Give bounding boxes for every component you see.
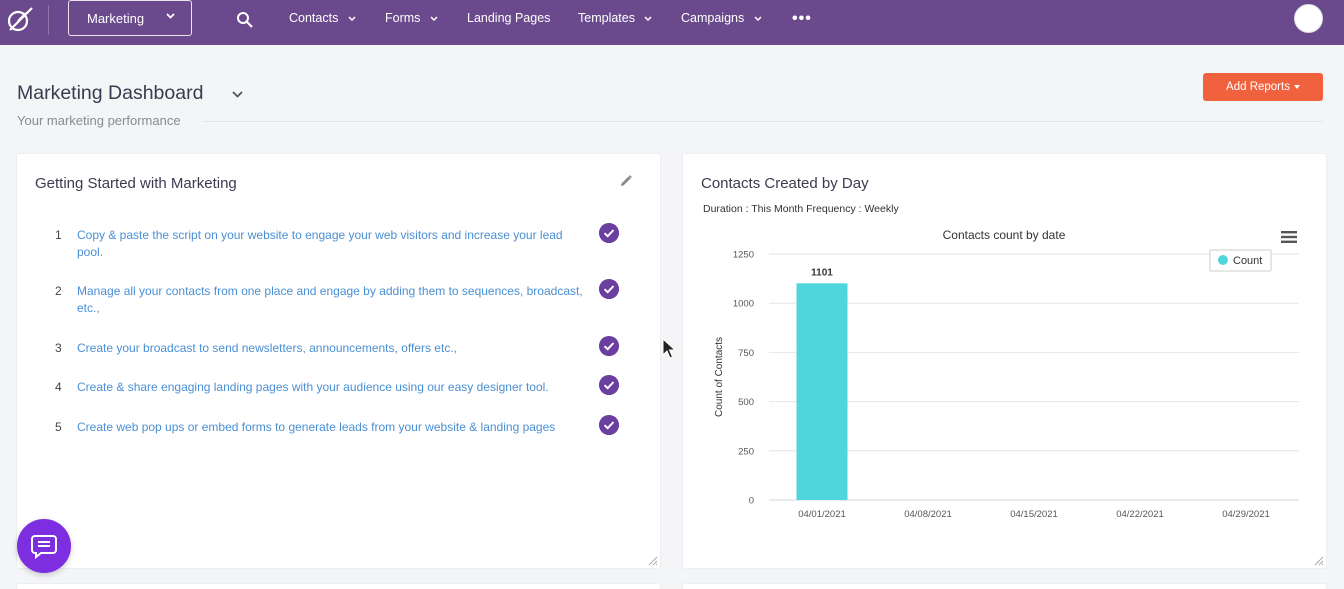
nav-item-contacts[interactable]: Contacts: [289, 11, 356, 25]
y-tick-label: 1250: [733, 250, 754, 261]
contacts-chart: Contacts count by date Count of Contacts…: [714, 228, 1299, 521]
nav-item-label: Campaigns: [681, 11, 745, 25]
y-tick-label: 0: [749, 496, 754, 507]
nav-item-label: Forms: [385, 11, 421, 25]
add-reports-label: Add Reports: [1226, 81, 1290, 93]
legend-marker: [1218, 255, 1228, 265]
chevron-down-icon: [430, 16, 438, 22]
workspace-select[interactable]: Marketing: [68, 0, 192, 36]
task-link[interactable]: Manage all your contacts from one place …: [77, 284, 583, 315]
bar-data-label: 1101: [811, 267, 833, 278]
duration-text: Duration : This Month Frequency : Weekly: [703, 203, 899, 215]
task-number: 3: [55, 341, 62, 355]
chart-bars: 1101: [796, 267, 848, 500]
mouse-cursor-icon: [662, 338, 676, 359]
card-title: Getting Started with Marketing: [35, 175, 237, 192]
search-icon[interactable]: [236, 11, 254, 29]
x-tick-label: 04/08/2021: [904, 509, 952, 520]
getting-started-card: Getting Started with Marketing 1 Copy & …: [17, 154, 660, 568]
chevron-down-icon: [348, 16, 356, 22]
nav-item-landing-pages[interactable]: Landing Pages: [467, 11, 550, 25]
check-circle-icon: [599, 375, 619, 395]
x-tick-label: 04/01/2021: [798, 509, 846, 520]
task-link[interactable]: Create your broadcast to send newsletter…: [77, 341, 457, 355]
pencil-icon[interactable]: [619, 174, 633, 188]
chevron-down-icon[interactable]: [231, 88, 244, 101]
top-navbar: Marketing Contacts Forms Landing Pages T…: [0, 0, 1344, 45]
chart-title: Contacts count by date: [943, 228, 1066, 242]
legend-label: Count: [1233, 255, 1262, 267]
task-link[interactable]: Copy & paste the script on your website …: [77, 228, 563, 259]
app-logo-icon[interactable]: [4, 4, 36, 34]
hamburger-menu-icon[interactable]: [1281, 230, 1297, 244]
nav-item-label: Landing Pages: [467, 11, 551, 25]
x-tick-label: 04/29/2021: [1222, 509, 1270, 520]
chart-tick-labels: 0 250 500 750 1000 1250 04/01/2021 04/08/2021 04…: [733, 250, 1270, 521]
nav-item-campaigns[interactable]: Campaigns: [681, 11, 762, 25]
task-link[interactable]: Create & share engaging landing pages wi…: [77, 380, 549, 394]
nav-item-label: Templates: [578, 11, 635, 25]
nav-item-forms[interactable]: Forms: [385, 11, 438, 25]
check-circle-icon: [599, 415, 619, 435]
nav-item-label: Contacts: [289, 11, 339, 25]
chart-grid: [769, 253, 1299, 501]
check-circle-icon: [599, 279, 619, 299]
chevron-down-icon: [166, 13, 175, 19]
dashboard-card: [17, 584, 660, 589]
check-circle-icon: [599, 223, 619, 243]
resize-handle-icon[interactable]: [646, 554, 658, 566]
x-tick-label: 04/22/2021: [1116, 509, 1164, 520]
chat-icon: [31, 535, 57, 560]
chart-bar[interactable]: [796, 283, 848, 500]
y-tick-label: 500: [738, 397, 754, 408]
workspace-select-label: Marketing: [87, 11, 145, 26]
logo-divider: [48, 5, 49, 35]
task-number: 5: [55, 420, 62, 434]
resize-handle-icon[interactable]: [1312, 554, 1324, 566]
y-tick-label: 1000: [733, 299, 754, 310]
y-axis-label: Count of Contacts: [714, 337, 725, 417]
nav-item-templates[interactable]: Templates: [578, 11, 652, 25]
chevron-down-icon: [644, 16, 652, 22]
y-tick-label: 750: [738, 348, 754, 359]
task-number: 1: [55, 228, 62, 242]
check-circle-icon: [599, 336, 619, 356]
card-title: Contacts Created by Day: [701, 175, 869, 192]
x-tick-label: 04/15/2021: [1010, 509, 1058, 520]
chart-legend[interactable]: Count: [1209, 249, 1272, 272]
chat-widget-button[interactable]: [17, 519, 71, 573]
dashboard-card: [683, 584, 1326, 589]
page-title: Marketing Dashboard: [17, 82, 204, 104]
avatar[interactable]: [1294, 4, 1323, 33]
caret-down-icon: [1293, 84, 1300, 89]
task-link[interactable]: Create web pop ups or embed forms to gen…: [77, 420, 556, 434]
y-tick-label: 250: [738, 446, 754, 457]
add-reports-button[interactable]: Add Reports: [1203, 73, 1323, 101]
task-number: 2: [55, 284, 62, 298]
chevron-down-icon: [754, 16, 762, 22]
task-number: 4: [55, 380, 62, 394]
divider: [203, 121, 1323, 122]
page-subtitle: Your marketing performance: [17, 113, 181, 128]
contacts-created-card: Contacts Created by Day Duration : This …: [683, 154, 1326, 568]
more-menu-icon[interactable]: •••: [792, 10, 812, 27]
